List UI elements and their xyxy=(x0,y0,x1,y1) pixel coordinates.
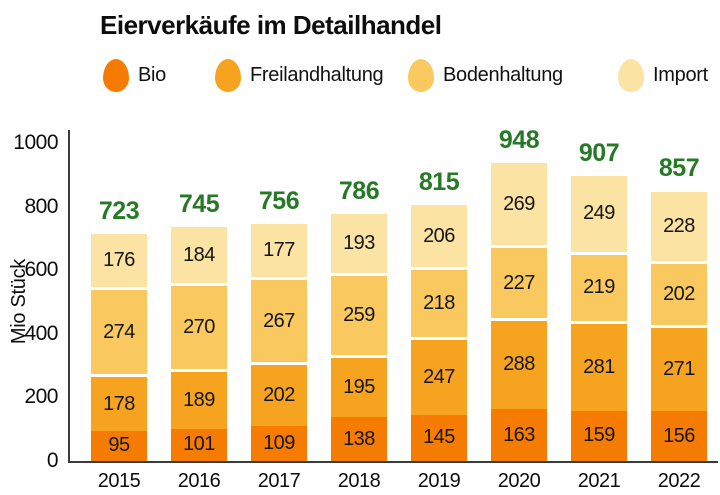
x-tick-2021: 2021 xyxy=(577,470,621,492)
x-tick-2022: 2022 xyxy=(657,470,701,492)
egg-icon-bio xyxy=(103,58,129,92)
y-tick-800: 800 xyxy=(24,194,58,218)
x-tick-2017: 2017 xyxy=(257,470,301,492)
segment-freilandhaltung-2019: 247 xyxy=(411,336,467,415)
egg-icon-bodenhaltung xyxy=(408,58,434,92)
egg-icon-import xyxy=(618,58,644,92)
segment-bio-2018: 138 xyxy=(331,417,387,461)
segment-bio-2015: 95 xyxy=(91,430,147,461)
legend-label: Freilandhaltung xyxy=(250,63,384,86)
x-tick-2016: 2016 xyxy=(177,470,221,492)
segment-freilandhaltung-2021: 281 xyxy=(571,321,627,411)
bar-2016: 101 189 270 184 745 2016 xyxy=(171,190,227,492)
legend-label: Bio xyxy=(138,63,167,86)
plot-area: 95 178 274 176 723 2015 101 189 270 184 745 2016 109… xyxy=(68,126,718,492)
segment-bodenhaltung-2020: 227 xyxy=(491,245,547,318)
x-tick-2015: 2015 xyxy=(97,470,141,492)
y-axis-label-wrap: Mio Stück xyxy=(8,252,30,352)
y-tick-200: 200 xyxy=(24,385,58,409)
bar-2018: 138 195 259 193 786 2018 xyxy=(331,177,387,492)
total-label-2019: 815 xyxy=(418,167,460,196)
total-label-2022: 857 xyxy=(658,154,700,183)
legend-label: Import xyxy=(653,63,708,86)
segment-freilandhaltung-2017: 202 xyxy=(251,362,307,427)
y-tick-0: 0 xyxy=(46,449,59,472)
segment-bio-2017: 109 xyxy=(251,426,307,461)
bar-2020: 163 288 227 269 948 2020 xyxy=(491,126,547,492)
x-tick-2018: 2018 xyxy=(337,470,381,492)
legend: Bio Freilandhaltung Bodenhaltung Import xyxy=(0,0,720,100)
segment-import-2020: 269 xyxy=(491,159,547,246)
segment-import-2016: 184 xyxy=(171,224,227,283)
segment-import-2017: 177 xyxy=(251,220,307,278)
y-tick-400: 400 xyxy=(24,321,58,345)
total-label-2018: 786 xyxy=(338,177,380,206)
segment-bodenhaltung-2017: 267 xyxy=(251,277,307,363)
segment-bodenhaltung-2018: 259 xyxy=(331,272,387,356)
segment-bodenhaltung-2021: 219 xyxy=(571,251,627,322)
segment-bodenhaltung-2022: 202 xyxy=(651,261,707,326)
legend-item-bio: Bio xyxy=(103,56,166,94)
segment-import-2021: 249 xyxy=(571,172,627,252)
total-label-2015: 723 xyxy=(98,197,140,226)
segment-freilandhaltung-2018: 195 xyxy=(331,355,387,418)
segment-freilandhaltung-2015: 178 xyxy=(91,374,147,431)
bar-2015: 95 178 274 176 723 2015 xyxy=(91,197,147,492)
bar-2017: 109 202 267 177 756 2017 xyxy=(251,187,307,492)
bar-2022: 156 271 202 228 857 2022 xyxy=(651,154,707,492)
total-label-2021: 907 xyxy=(578,138,620,167)
legend-label: Bodenhaltung xyxy=(443,63,563,86)
segment-import-2015: 176 xyxy=(91,231,147,288)
y-tick-1000: 1000 xyxy=(13,131,58,154)
segment-bio-2016: 101 xyxy=(171,428,227,461)
egg-icon-freilandhaltung xyxy=(215,58,241,92)
bar-2019: 145 247 218 206 815 2019 xyxy=(411,168,467,492)
y-axis: 0 200 400 600 800 1000 xyxy=(0,130,62,472)
segment-bio-2019: 145 xyxy=(411,414,467,461)
segment-freilandhaltung-2022: 271 xyxy=(651,325,707,412)
y-axis-label: Mio Stück xyxy=(7,259,30,345)
segment-bio-2020: 163 xyxy=(491,409,547,461)
segment-bodenhaltung-2015: 274 xyxy=(91,287,147,375)
bar-2021: 159 281 219 249 907 2021 xyxy=(571,139,627,492)
legend-item-bodenhaltung: Bodenhaltung xyxy=(408,56,563,94)
segment-freilandhaltung-2020: 288 xyxy=(491,317,547,410)
y-tick-600: 600 xyxy=(24,258,58,282)
x-tick-2019: 2019 xyxy=(417,470,461,492)
segment-import-2022: 228 xyxy=(651,188,707,261)
segment-bodenhaltung-2016: 270 xyxy=(171,282,227,369)
segment-import-2018: 193 xyxy=(331,211,387,273)
segment-freilandhaltung-2016: 189 xyxy=(171,368,227,429)
segment-import-2019: 206 xyxy=(411,201,467,268)
total-label-2017: 756 xyxy=(258,186,300,215)
legend-item-import: Import xyxy=(618,56,708,94)
total-label-2016: 745 xyxy=(178,190,220,219)
segment-bio-2021: 159 xyxy=(571,410,627,461)
x-tick-2020: 2020 xyxy=(497,470,541,492)
total-label-2020: 948 xyxy=(498,125,540,154)
segment-bio-2022: 156 xyxy=(651,411,707,461)
legend-item-freilandhaltung: Freilandhaltung xyxy=(215,56,384,94)
segment-bodenhaltung-2019: 218 xyxy=(411,267,467,337)
chart-title: Eierverkäufe im Detailhandel xyxy=(100,10,442,40)
